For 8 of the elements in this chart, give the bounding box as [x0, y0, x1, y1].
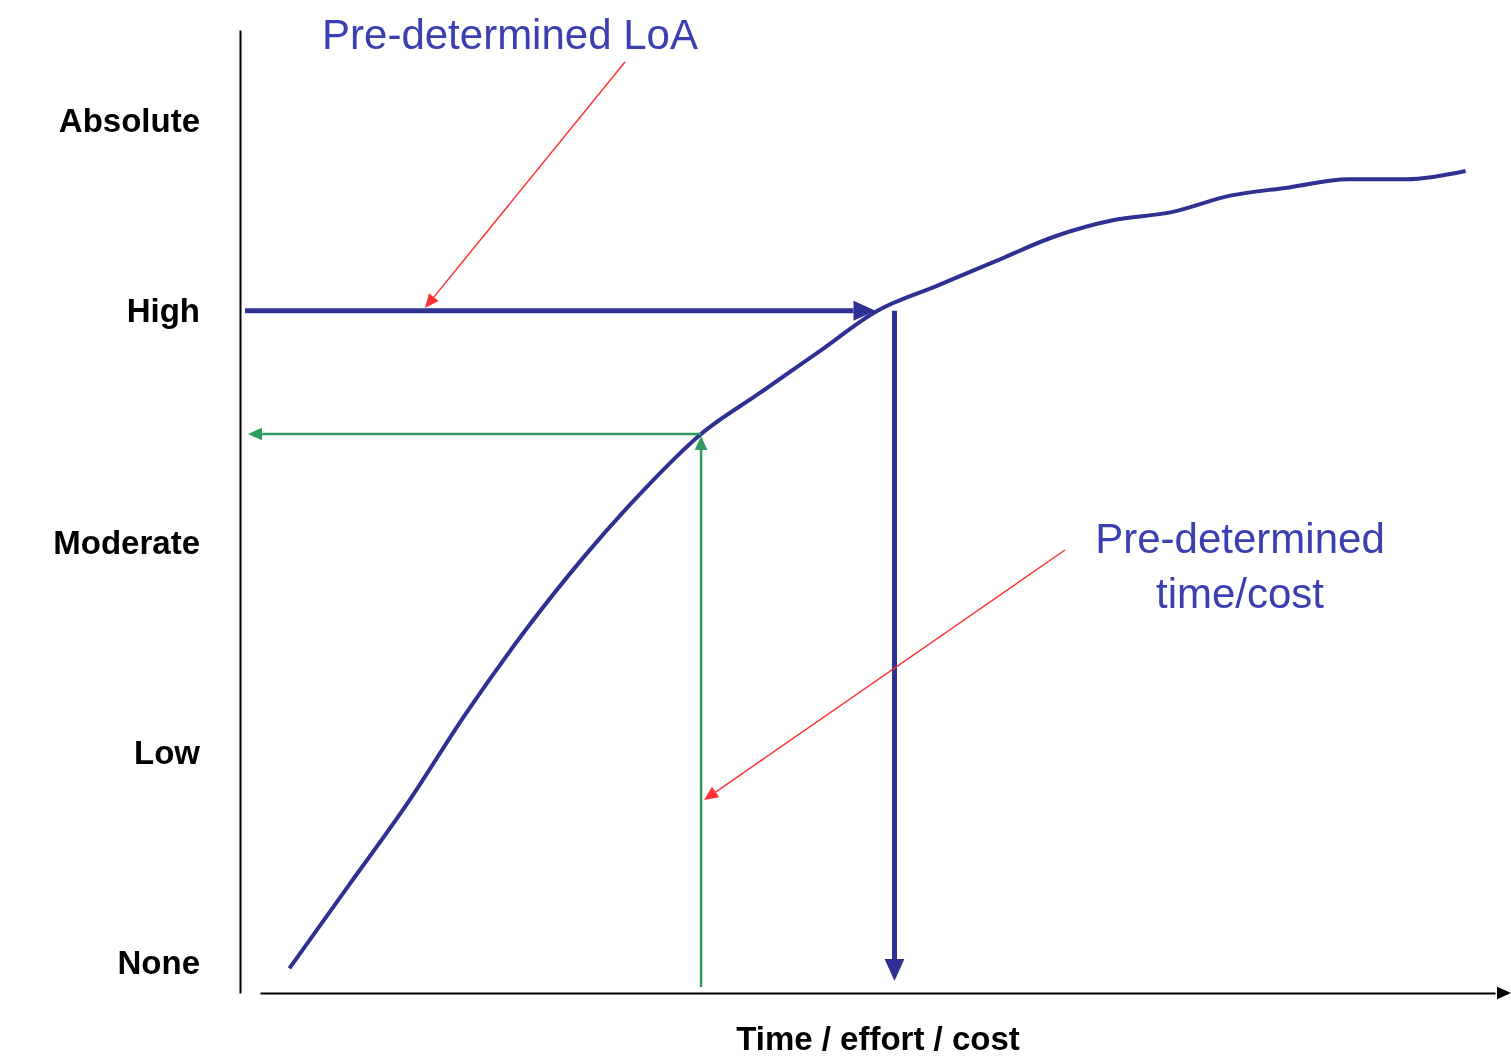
text: None — [116, 943, 200, 983]
text: High — [125, 291, 200, 331]
annotation: Pre-determined time/cost — [1094, 514, 1386, 619]
text: Moderate — [52, 523, 200, 563]
text: Absolute — [57, 101, 200, 141]
text: Pre-determined LoA — [321, 10, 699, 60]
x-axis-title: Time / effort / cost — [736, 1019, 1020, 1057]
text: Low — [133, 733, 200, 773]
